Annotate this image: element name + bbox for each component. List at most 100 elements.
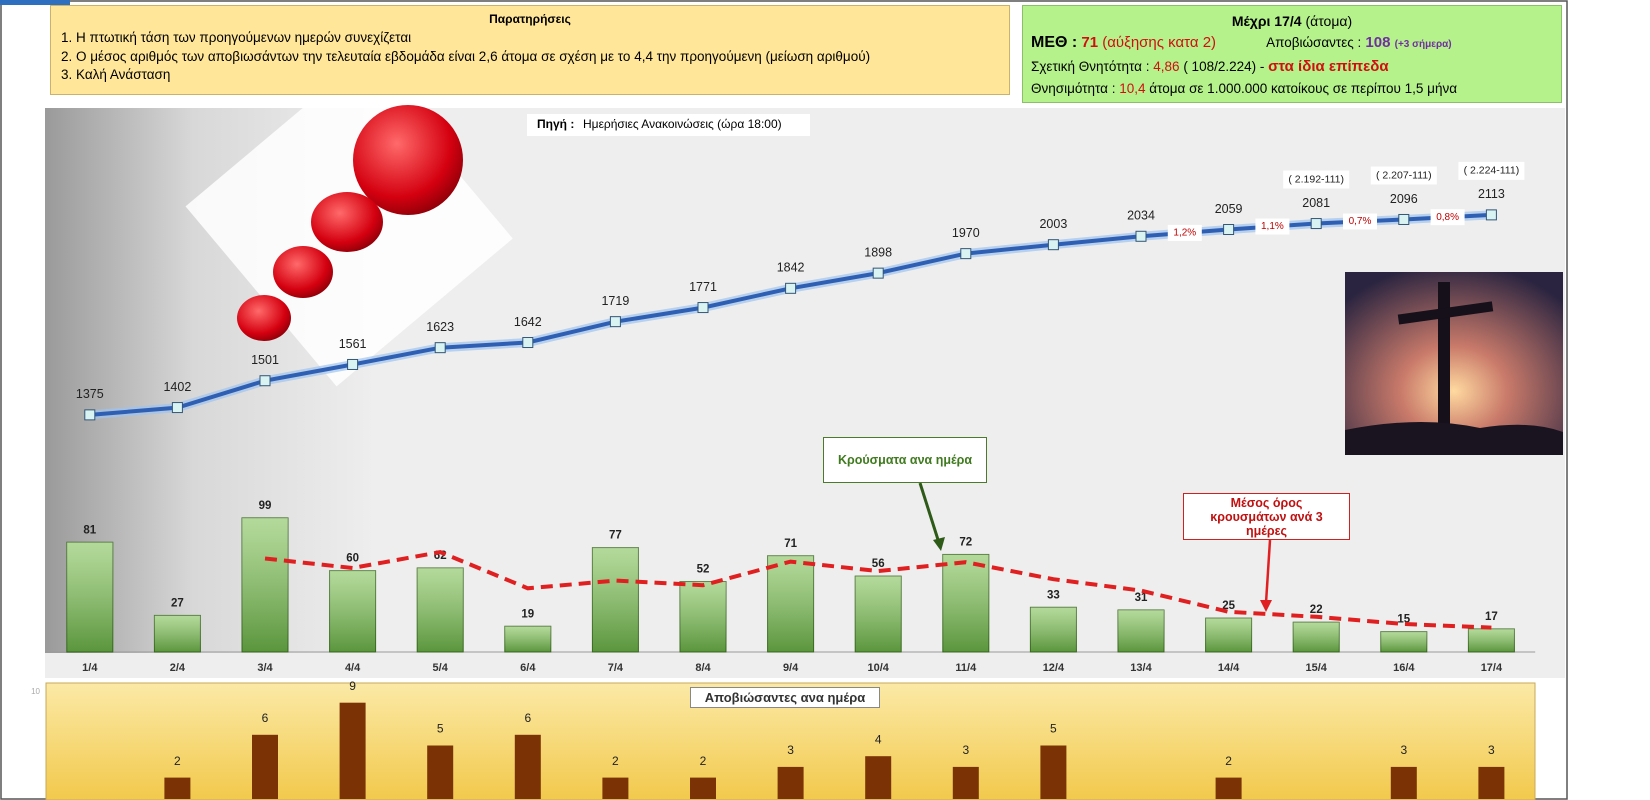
- bar-shade: [1380, 631, 1427, 652]
- x-tick-label: 2/4: [170, 662, 186, 674]
- data-label: 1970: [952, 226, 980, 240]
- summary-unit: (άτομα): [1305, 13, 1353, 29]
- data-label: 72: [959, 536, 972, 548]
- summary-title: Μέχρι 17/4: [1231, 13, 1302, 29]
- data-label: 77: [609, 530, 622, 542]
- mortality-label: Θνησιμότητα :: [1031, 81, 1116, 96]
- data-label: 1771: [689, 280, 717, 294]
- summary-line: Σχετική Θνητότητα : 4,86 ( 108/2.224) - …: [1031, 56, 1553, 78]
- data-label: 2081: [1302, 196, 1330, 210]
- marker: [84, 409, 96, 421]
- growth-label: 1,2%: [1173, 228, 1196, 239]
- data-label: 1375: [76, 387, 104, 401]
- eggs-image: [185, 58, 513, 387]
- data-label: 81: [83, 524, 96, 536]
- upper-label: ( 2.224-111): [1464, 165, 1520, 177]
- bar-shade: [1205, 618, 1252, 652]
- fatality-note: ( 108/2.224) -: [1183, 59, 1265, 74]
- data-label: 6: [262, 711, 269, 725]
- marker: [1485, 209, 1497, 221]
- data-label: 2096: [1390, 192, 1418, 206]
- bar-shade: [767, 555, 814, 652]
- fatality-trend: στα ίδια επίπεδα: [1268, 58, 1389, 75]
- marker: [785, 282, 797, 294]
- label-box: [1430, 209, 1465, 226]
- label-box: [1458, 161, 1525, 180]
- data-label: 3: [1400, 743, 1407, 757]
- data-label: 3: [962, 743, 969, 757]
- source: Ημερήσιες Ανακοινώσεις (ώρα 18:00): [583, 117, 782, 131]
- marker: [960, 248, 972, 260]
- note: 2. Ο μέσος αριθμός των αποβιωσάντων την …: [61, 49, 871, 64]
- x-tick-label: 3/4: [257, 662, 273, 674]
- x-tick-label: 14/4: [1218, 662, 1240, 674]
- bar-shade: [329, 570, 376, 652]
- growth-label: 0,7%: [1349, 216, 1372, 227]
- bar-shade: [154, 615, 201, 652]
- source-box: [527, 114, 810, 136]
- data-label: 1623: [426, 320, 454, 334]
- bar-shade: [1468, 628, 1515, 652]
- growth-label: 1,1%: [1261, 221, 1284, 232]
- arrow: [1264, 539, 1272, 604]
- data-label: 27: [171, 597, 184, 609]
- marker: [434, 342, 446, 354]
- data-label: 2059: [1215, 202, 1243, 216]
- x-tick-label: 13/4: [1130, 662, 1152, 674]
- x-tick-label: 17/4: [1481, 662, 1503, 674]
- marker: [1398, 213, 1410, 225]
- bar-shade: [1030, 607, 1077, 652]
- bar: [164, 777, 191, 799]
- note: 1. Η πτωτική τάση των προηγούμενων ημερώ…: [61, 30, 412, 45]
- bar-shade: [242, 517, 288, 652]
- x-tick-label: 6/4: [520, 662, 536, 674]
- fatality-value: 4,86: [1153, 59, 1180, 74]
- icu-note: (αύξησης κατα 2): [1102, 34, 1217, 51]
- bar-shade: [855, 576, 902, 652]
- label-box: [1167, 224, 1202, 241]
- summary-line: ΜΕΘ : 71 (αύξησης κατα 2) Αποβιώσαντες : …: [1031, 32, 1553, 56]
- bar-shade: [504, 626, 551, 652]
- x-tick-label: 16/4: [1393, 662, 1415, 674]
- bar-shade: [417, 567, 464, 652]
- deaths-label: Αποβιώσαντες :: [1266, 35, 1362, 50]
- bar: [865, 756, 892, 799]
- data-label: 2: [174, 754, 181, 768]
- label-box: [1283, 170, 1350, 189]
- x-tick-label: 11/4: [955, 662, 977, 674]
- deaths-value: 108: [1365, 34, 1391, 51]
- bar: [1478, 766, 1505, 799]
- marker: [1135, 230, 1147, 242]
- data-label: 71: [784, 538, 797, 550]
- data-label: 9: [349, 679, 356, 693]
- x-tick-label: 12/4: [1043, 662, 1065, 674]
- bar: [690, 777, 716, 799]
- data-label: 56: [872, 558, 885, 570]
- x-tick-label: 5/4: [433, 662, 449, 674]
- x-tick-label: 10/4: [867, 662, 889, 674]
- source-label: Πηγή :: [537, 117, 574, 131]
- bar: [427, 745, 454, 799]
- data-label: 2113: [1478, 187, 1505, 201]
- label-box: [1370, 166, 1437, 185]
- mortality-value: 10,4: [1119, 81, 1146, 96]
- data-label: 33: [1047, 589, 1060, 601]
- arrow-head: [1260, 600, 1272, 612]
- cross-image: [1345, 272, 1563, 455]
- data-label: 22: [1310, 604, 1323, 616]
- bar: [777, 766, 804, 799]
- bar-shade: [680, 581, 726, 652]
- label-box: [1255, 218, 1290, 235]
- y-tick-label: 10: [31, 687, 40, 696]
- x-tick-label: 1/4: [82, 662, 98, 674]
- bar-shade: [942, 554, 989, 652]
- marker: [872, 267, 884, 279]
- data-label: 2: [700, 754, 707, 768]
- marker: [697, 302, 709, 314]
- marker: [259, 375, 271, 387]
- data-label: 6: [524, 711, 531, 725]
- x-tick-label: 8/4: [695, 662, 711, 674]
- data-label: 1898: [864, 245, 892, 259]
